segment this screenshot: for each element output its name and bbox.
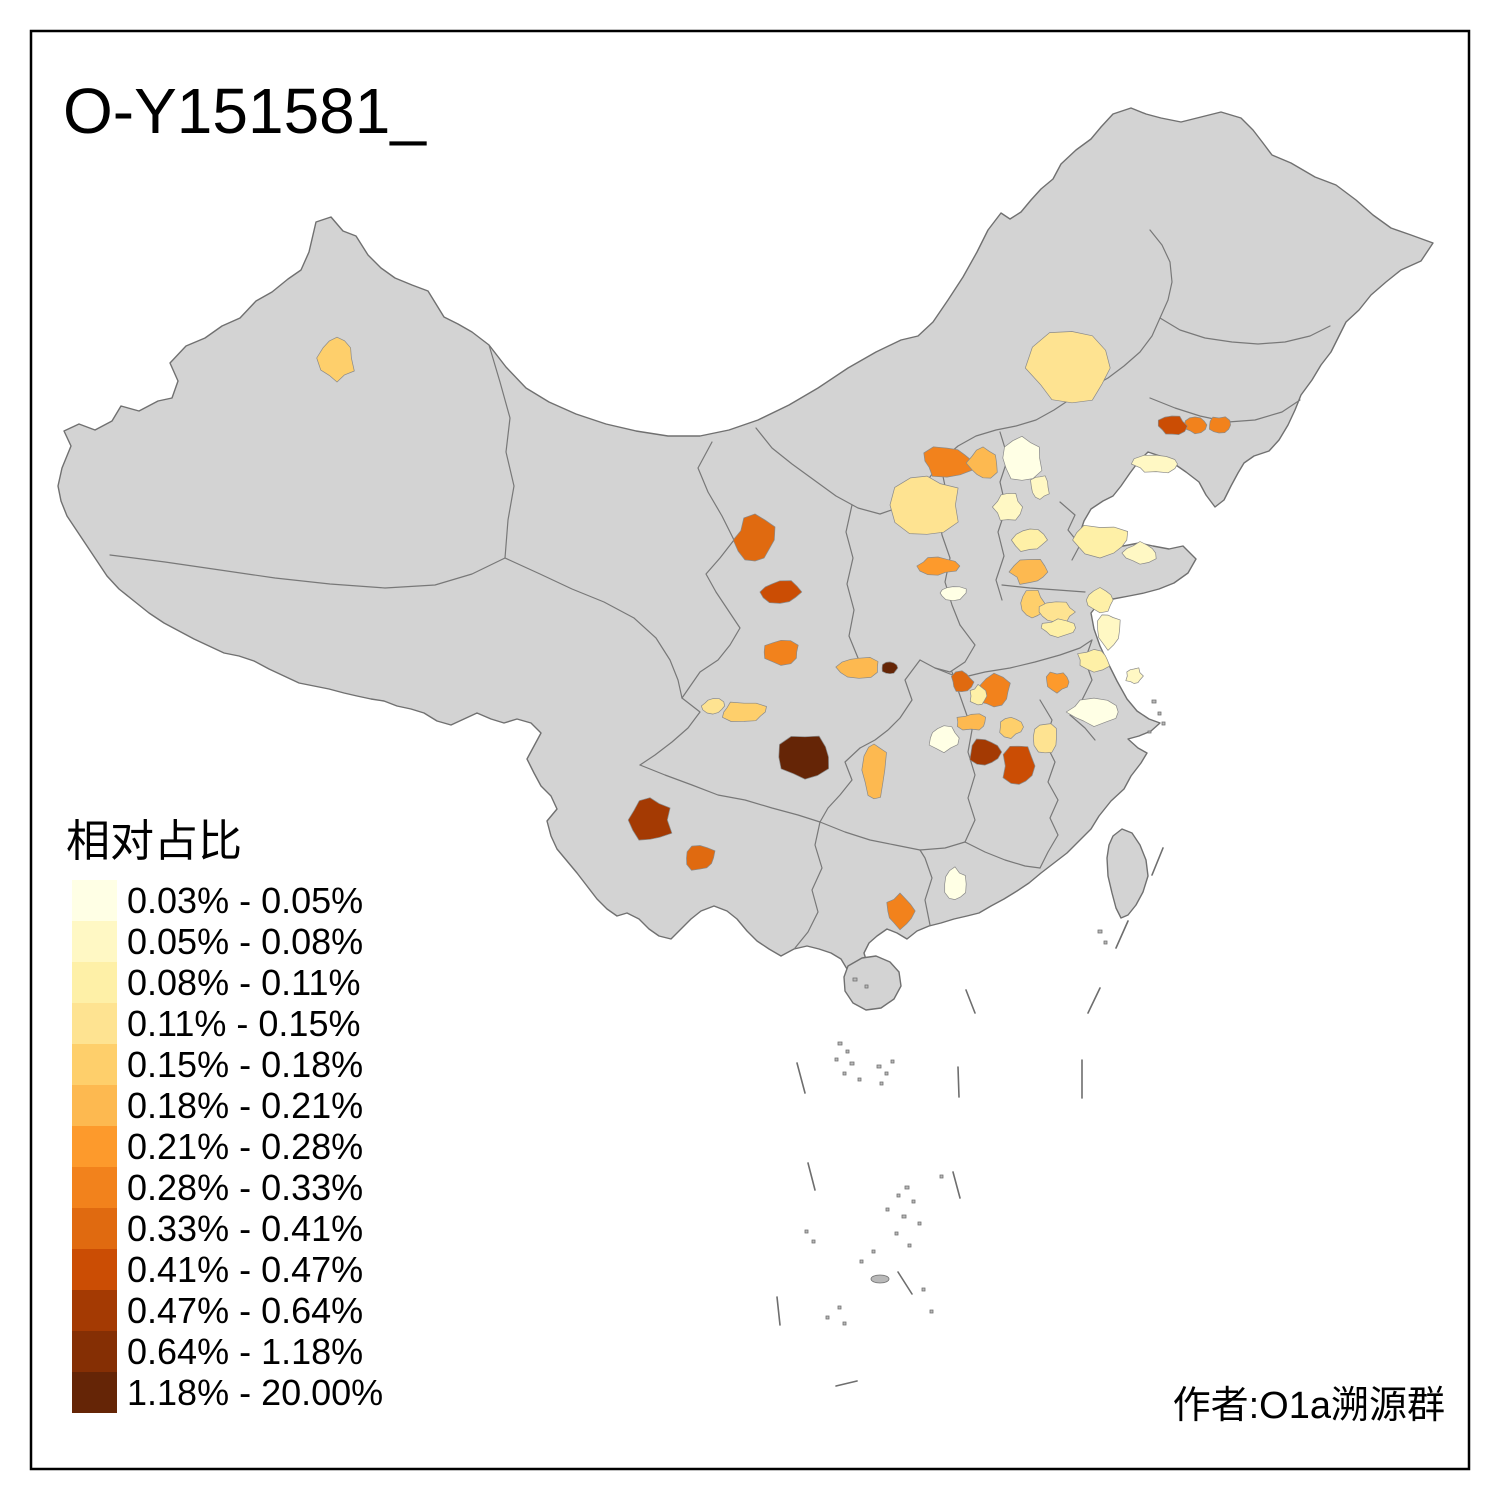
legend-swatch <box>72 1290 117 1331</box>
map-region-hunan-dark-west <box>969 738 1003 766</box>
legend-swatch <box>72 880 117 921</box>
plot-frame <box>29 29 1471 1471</box>
map-region-hubei-pale-inset <box>969 684 988 706</box>
legend-swatch <box>72 1331 117 1372</box>
map-region-guangyuan <box>763 639 799 666</box>
map-region-huaibei <box>1040 618 1076 638</box>
legend-label: 0.21% - 0.28% <box>127 1126 363 1167</box>
map-region-hunan-west-cream <box>928 725 960 754</box>
legend-label: 0.64% - 1.18% <box>127 1331 363 1372</box>
map-region-hunan-north <box>956 713 986 731</box>
map-region-zhangjiakou <box>923 446 973 478</box>
legend-label: 0.18% - 0.21% <box>127 1085 363 1126</box>
legend: 相对占比 0.03% - 0.05%0.05% - 0.08%0.08% - 0… <box>66 817 383 1413</box>
choropleth-regions <box>316 331 1231 931</box>
legend-swatch <box>72 1126 117 1167</box>
map-region-hubei-cluster-b <box>951 670 975 692</box>
map-region-shanxi-west-pale <box>889 475 959 535</box>
legend-rows: 0.03% - 0.05%0.05% - 0.08%0.08% - 0.11%0… <box>72 880 383 1413</box>
attribution-text: 作者:O1a溯源群 <box>1173 1385 1445 1427</box>
legend-label: 0.41% - 0.47% <box>127 1249 363 1290</box>
page-title: O-Y151581_ <box>63 75 427 147</box>
legend-swatch <box>72 1167 117 1208</box>
hainan-island <box>843 955 902 1011</box>
map-region-liaoning-dark <box>1157 415 1188 435</box>
map-region-yuncheng-pale <box>939 586 967 602</box>
map-region-yunnan-south <box>686 845 716 871</box>
map-region-sichuan-west-row <box>722 701 767 722</box>
map-region-shanghai <box>1125 667 1144 684</box>
legend-label: 1.18% - 20.00% <box>127 1372 383 1413</box>
legend-label: 0.28% - 0.33% <box>127 1167 363 1208</box>
legend-swatch <box>72 1044 117 1085</box>
map-region-zhangjiakou-east <box>965 446 998 479</box>
map-region-hefei <box>1045 671 1070 694</box>
map-region-jiangsu-north <box>1085 587 1114 614</box>
map-region-shandong-west <box>1011 528 1048 552</box>
map-region-hunan-mid <box>999 716 1024 739</box>
map-region-guangxi-yulin <box>886 892 916 931</box>
map-region-xinjiang-urumqi <box>316 336 355 383</box>
map-region-dali-dark <box>627 797 673 841</box>
map-region-hunan-dark-east <box>1002 745 1036 785</box>
map-region-changzhi <box>916 556 961 576</box>
legend-label: 0.05% - 0.08% <box>127 921 363 962</box>
legend-swatch <box>72 1208 117 1249</box>
nine-dash-line <box>776 847 1164 1387</box>
map-region-guizhou-dark <box>778 735 829 780</box>
map-region-chongqing-strip <box>861 743 887 800</box>
legend-swatch <box>72 1372 117 1413</box>
map-region-tianjin <box>1030 475 1050 500</box>
map-region-gansu-diagonal <box>732 513 776 562</box>
map-region-qingdao <box>1121 541 1157 565</box>
map-region-kaifeng <box>1020 589 1045 619</box>
legend-swatch <box>72 1249 117 1290</box>
island-speck <box>870 1274 890 1284</box>
map-region-yancheng-pale <box>1096 614 1121 651</box>
small-islands <box>804 699 1166 1326</box>
map-region-guangdong-pale <box>944 866 967 900</box>
legend-swatch <box>72 1003 117 1044</box>
legend-swatch <box>72 921 117 962</box>
map-region-liaoning-mid-2 <box>1209 416 1231 434</box>
map-region-jiangsu-south-cream <box>1065 697 1119 727</box>
legend-label: 0.08% - 0.11% <box>127 962 360 1003</box>
taiwan-island <box>1106 828 1149 919</box>
map-region-hebei-south <box>992 492 1023 521</box>
legend-label: 0.47% - 0.64% <box>127 1290 363 1331</box>
map-region-hanzhong-strip <box>835 657 879 679</box>
map-region-nanjing-area <box>1077 649 1111 673</box>
map-region-jilin-west <box>1024 331 1111 404</box>
legend-swatch <box>72 962 117 1003</box>
legend-swatch <box>72 1085 117 1126</box>
legend-title: 相对占比 <box>66 817 242 866</box>
map-region-sichuan-west-2 <box>700 698 725 715</box>
legend-label: 0.11% - 0.15% <box>127 1003 360 1044</box>
legend-label: 0.33% - 0.41% <box>127 1208 363 1249</box>
map-region-zhengzhou <box>1008 559 1049 585</box>
legend-label: 0.03% - 0.05% <box>127 880 363 921</box>
map-region-shandong-mid <box>1072 524 1129 559</box>
legend-label: 0.15% - 0.18% <box>127 1044 363 1085</box>
map-region-hubei-west-dark <box>881 661 899 675</box>
map-region-jiangxi-west <box>1032 723 1057 754</box>
map-region-tianshui <box>759 580 803 604</box>
map-region-dalian-pale <box>1130 454 1178 474</box>
